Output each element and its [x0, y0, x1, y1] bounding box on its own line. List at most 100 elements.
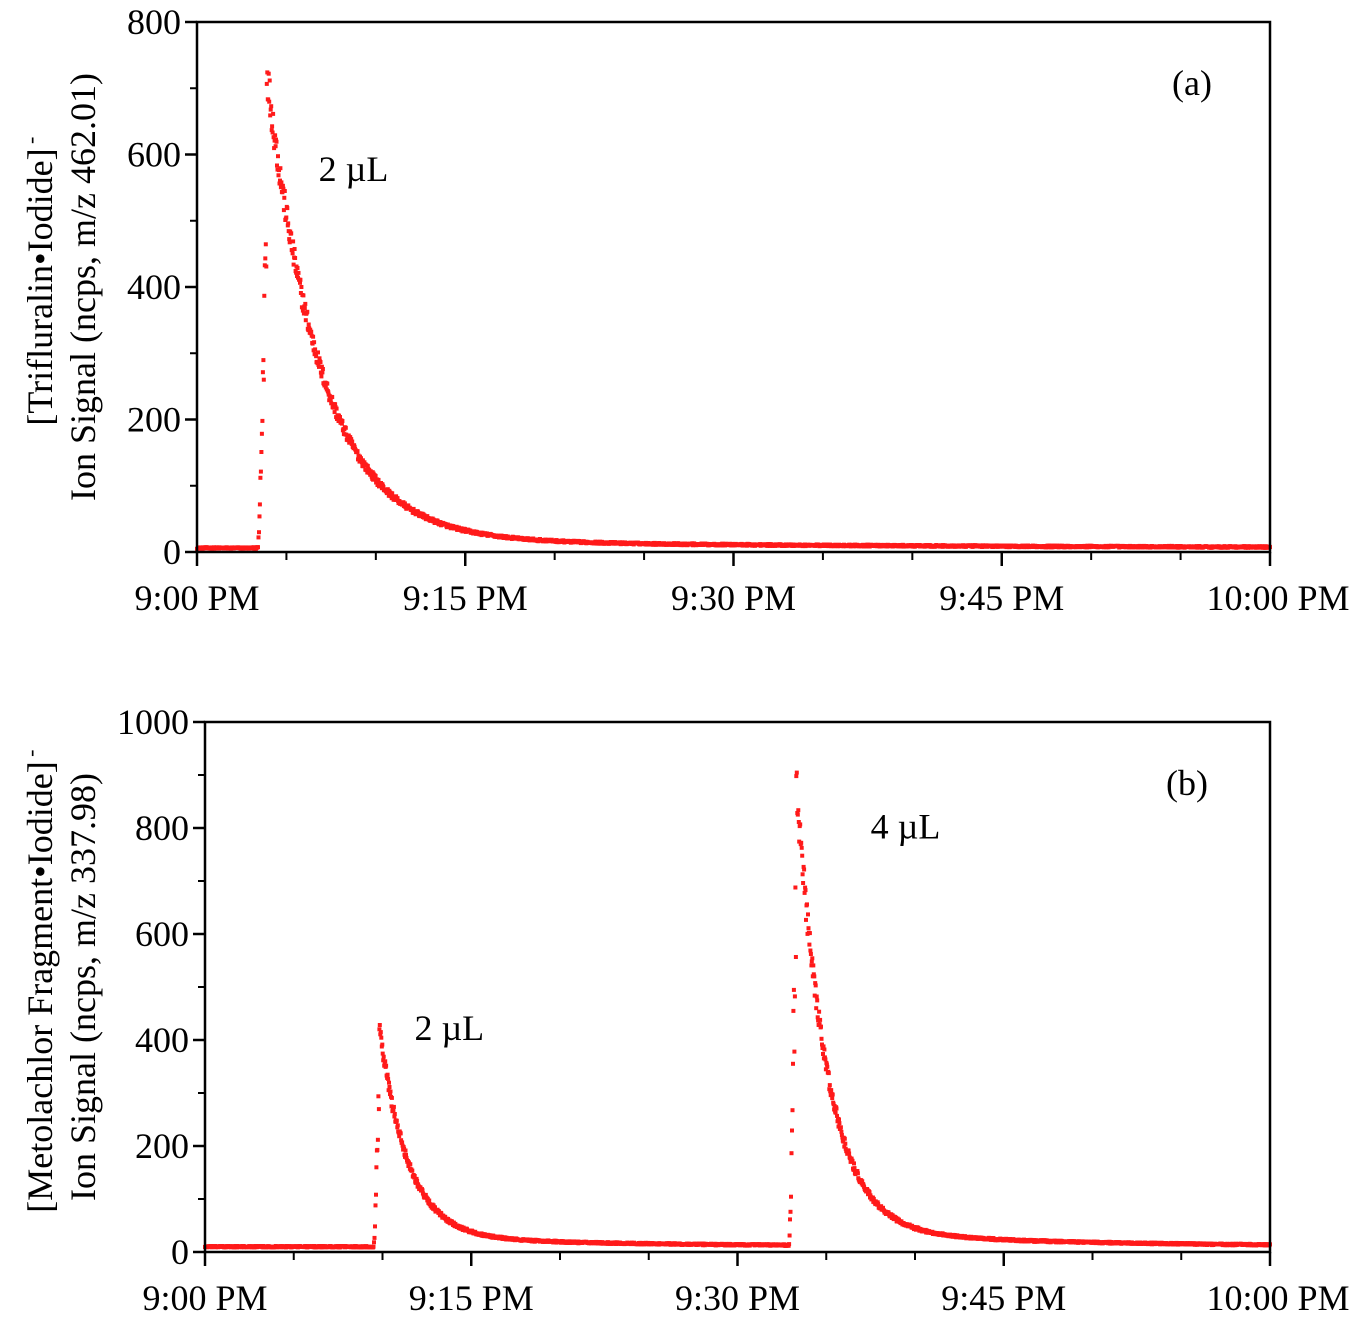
panel-b-ylabel-superscript: -: [18, 750, 43, 757]
data-point: [312, 340, 317, 345]
data-point: [328, 398, 333, 403]
data-point: [270, 124, 275, 129]
data-point: [282, 195, 287, 200]
data-point: [802, 867, 807, 872]
data-point: [827, 1083, 832, 1088]
data-point: [815, 1015, 820, 1020]
panel-b-markers: [203, 770, 1272, 1250]
data-point: [399, 1138, 404, 1143]
data-point: [378, 1032, 383, 1037]
panel-a-ylabel-line1: [Trifluralin•Iodide]: [20, 148, 60, 425]
data-point: [385, 1072, 390, 1077]
data-point: [398, 1131, 403, 1136]
data-point: [807, 942, 812, 947]
data-point: [380, 1042, 385, 1047]
data-point: [836, 1124, 841, 1129]
data-point: [376, 477, 381, 482]
data-point: [302, 306, 307, 310]
data-point: [843, 1141, 848, 1146]
data-point: [375, 1147, 380, 1152]
data-point: [823, 1067, 828, 1072]
data-point: [266, 97, 271, 102]
data-point: [306, 322, 311, 327]
data-point: [269, 128, 274, 133]
data-point: [295, 266, 300, 270]
data-point: [261, 377, 266, 382]
data-point: [810, 956, 815, 961]
data-point: [814, 994, 819, 999]
data-point: [404, 1155, 409, 1160]
x-tick-label: 9:00 PM: [142, 1278, 267, 1318]
data-point: [792, 1049, 797, 1054]
data-point: [807, 931, 812, 936]
data-point: [402, 501, 407, 506]
data-point: [350, 439, 355, 444]
data-point: [376, 1094, 381, 1099]
data-point: [373, 473, 378, 478]
x-tick-label: 10:00 PM: [1206, 578, 1349, 618]
data-point: [819, 1036, 824, 1041]
data-point: [263, 256, 268, 261]
data-point: [812, 974, 817, 979]
data-point: [386, 1076, 391, 1081]
data-point: [790, 1128, 794, 1133]
data-point: [824, 1062, 829, 1067]
data-point: [814, 1006, 819, 1011]
data-point: [423, 1192, 428, 1197]
data-point: [373, 1203, 378, 1208]
data-point: [809, 959, 814, 964]
panel-a-x-axis: 9:00 PM 9:15 PM 9:30 PM 9:45 PM 10:00 PM: [134, 552, 1349, 618]
data-point: [392, 1112, 397, 1116]
data-point: [319, 364, 324, 369]
data-point: [800, 853, 805, 858]
data-point: [332, 410, 337, 415]
data-point: [406, 503, 411, 508]
data-point: [815, 998, 820, 1003]
data-point: [273, 133, 278, 138]
data-point: [789, 1194, 793, 1199]
data-point: [837, 1117, 841, 1122]
data-point: [414, 1176, 419, 1181]
data-point: [273, 144, 278, 149]
data-point: [415, 1179, 420, 1183]
data-point: [404, 506, 409, 511]
data-point: [790, 1108, 795, 1113]
data-point: [356, 457, 360, 462]
data-point: [278, 166, 283, 171]
data-point: [796, 820, 801, 824]
data-point: [378, 1030, 383, 1035]
data-point: [802, 890, 807, 895]
panel-a-y-label: [Trifluralin•Iodide] - Ion Signal (ncps,…: [18, 73, 103, 501]
panel-a-markers: [195, 70, 1272, 551]
data-point: [796, 808, 801, 813]
panel-b-annotation-4ul: 4 µL: [871, 807, 941, 847]
data-point: [388, 1092, 392, 1097]
data-point: [817, 1022, 822, 1027]
data-point: [803, 888, 808, 893]
data-point: [412, 1174, 417, 1178]
data-point: [391, 1108, 396, 1113]
data-point: [788, 1209, 793, 1214]
x-tick-label: 9:45 PM: [939, 578, 1064, 618]
data-point: [799, 845, 804, 850]
data-point: [262, 293, 267, 298]
data-point: [257, 514, 262, 519]
data-point: [830, 1092, 835, 1097]
x-tick-label: 9:15 PM: [409, 1278, 534, 1318]
data-point: [374, 1165, 379, 1170]
data-point: [397, 1134, 402, 1139]
data-point: [400, 1140, 405, 1145]
data-point: [389, 1095, 394, 1100]
data-point: [404, 1152, 408, 1157]
data-point: [439, 1211, 444, 1216]
data-point: [319, 374, 324, 379]
data-point: [281, 186, 286, 191]
data-point: [266, 71, 271, 76]
data-point: [806, 926, 811, 931]
data-point: [433, 1205, 437, 1210]
data-point: [876, 1202, 881, 1207]
data-point: [359, 456, 363, 461]
data-point: [808, 948, 813, 953]
data-point: [280, 190, 285, 195]
